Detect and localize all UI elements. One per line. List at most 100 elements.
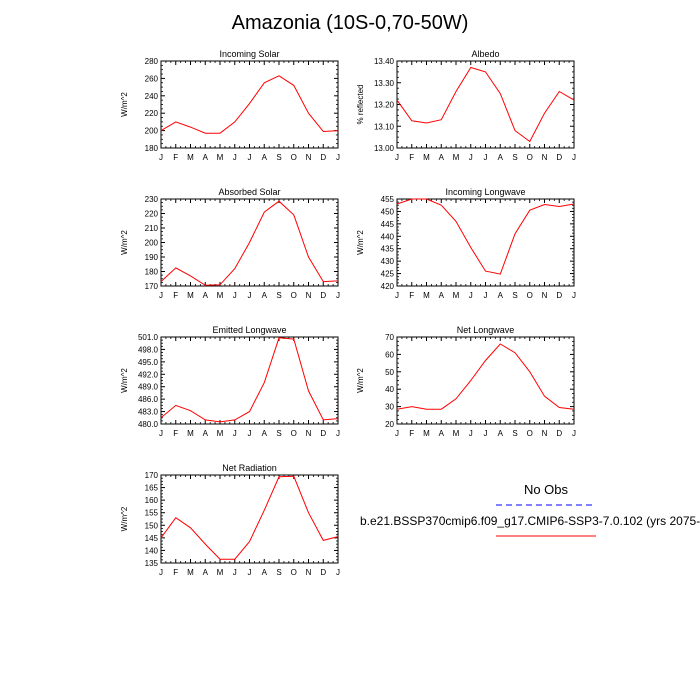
- y-tick-label: 483.0: [138, 408, 159, 417]
- y-tick-label: 489.0: [138, 383, 159, 392]
- x-tick-label: F: [409, 429, 414, 438]
- x-tick-label: O: [291, 568, 297, 577]
- x-tick-label: J: [484, 291, 488, 300]
- x-tick-label: A: [203, 429, 209, 438]
- series-line: [160, 200, 339, 286]
- x-tick-label: N: [306, 568, 312, 577]
- y-tick-label: 230: [145, 195, 159, 204]
- y-axis-label: W/m^2: [120, 92, 129, 117]
- x-tick-label: S: [276, 429, 281, 438]
- x-tick-label: A: [262, 153, 268, 162]
- x-tick-label: F: [409, 153, 414, 162]
- x-tick-label: N: [306, 291, 312, 300]
- x-tick-label: J: [336, 568, 340, 577]
- y-tick-label: 13.00: [374, 144, 395, 153]
- plot-frame: [160, 60, 339, 149]
- x-tick-label: S: [512, 153, 517, 162]
- x-tick-label: O: [291, 153, 297, 162]
- x-tick-label: D: [320, 429, 326, 438]
- y-tick-label: 430: [381, 257, 395, 266]
- x-tick-label: A: [498, 291, 504, 300]
- y-tick-label: 200: [145, 127, 159, 136]
- x-tick-label: S: [276, 568, 281, 577]
- x-tick-label: M: [453, 429, 460, 438]
- y-tick-label: 260: [145, 74, 159, 83]
- plot-frame: [396, 198, 575, 287]
- x-tick-label: J: [159, 291, 163, 300]
- y-tick-label: 495.0: [138, 358, 159, 367]
- y-tick-label: 220: [145, 210, 159, 219]
- y-tick-label: 450: [381, 207, 395, 216]
- y-tick-label: 280: [145, 57, 159, 66]
- x-tick-label: M: [453, 153, 460, 162]
- x-tick-label: M: [423, 429, 430, 438]
- x-tick-label: J: [336, 153, 340, 162]
- y-tick-label: 170: [145, 282, 159, 291]
- panel-title: Incoming Solar: [219, 49, 279, 59]
- x-tick-label: J: [469, 429, 473, 438]
- series-line: [160, 475, 339, 560]
- y-tick-label: 440: [381, 232, 395, 241]
- plot-frame: [396, 60, 575, 149]
- x-tick-label: M: [187, 291, 194, 300]
- y-tick-label: 501.0: [138, 333, 159, 342]
- x-tick-label: J: [233, 568, 237, 577]
- x-tick-label: A: [203, 153, 209, 162]
- y-tick-label: 13.20: [374, 101, 395, 110]
- series-line: [396, 343, 575, 410]
- x-tick-label: S: [276, 153, 281, 162]
- x-tick-label: J: [248, 153, 252, 162]
- y-tick-label: 420: [381, 282, 395, 291]
- y-tick-label: 435: [381, 245, 395, 254]
- y-tick-label: 240: [145, 92, 159, 101]
- x-tick-label: O: [527, 291, 533, 300]
- y-tick-label: 155: [145, 509, 159, 518]
- y-tick-label: 180: [145, 268, 159, 277]
- y-tick-label: 50: [385, 368, 394, 377]
- y-tick-label: 140: [145, 546, 159, 555]
- x-tick-label: F: [173, 153, 178, 162]
- x-tick-label: F: [173, 568, 178, 577]
- x-tick-label: O: [527, 429, 533, 438]
- x-tick-label: J: [248, 291, 252, 300]
- x-tick-label: A: [262, 429, 268, 438]
- x-tick-label: J: [484, 153, 488, 162]
- y-axis-label: W/m^2: [356, 230, 365, 255]
- x-tick-label: O: [291, 429, 297, 438]
- x-tick-label: M: [217, 429, 224, 438]
- x-tick-label: D: [320, 291, 326, 300]
- y-tick-label: 445: [381, 220, 395, 229]
- series-line: [396, 66, 575, 143]
- y-tick-label: 165: [145, 484, 159, 493]
- x-tick-label: O: [291, 291, 297, 300]
- x-tick-label: A: [439, 153, 445, 162]
- series-line: [160, 75, 339, 134]
- x-tick-label: J: [484, 429, 488, 438]
- x-tick-label: D: [556, 429, 562, 438]
- x-tick-label: J: [233, 291, 237, 300]
- x-tick-label: A: [262, 568, 268, 577]
- y-axis-label: W/m^2: [356, 368, 365, 393]
- x-tick-label: A: [498, 153, 504, 162]
- x-tick-label: F: [173, 291, 178, 300]
- y-tick-label: 13.30: [374, 79, 395, 88]
- x-tick-label: M: [217, 153, 224, 162]
- x-tick-label: N: [542, 429, 548, 438]
- x-tick-label: M: [217, 568, 224, 577]
- y-tick-label: 180: [145, 144, 159, 153]
- figure-title: Amazonia (10S-0,70-50W): [231, 12, 469, 34]
- y-tick-label: 160: [145, 496, 159, 505]
- y-tick-label: 20: [385, 420, 394, 429]
- x-tick-label: D: [320, 568, 326, 577]
- x-tick-label: D: [556, 153, 562, 162]
- panel-title: Albedo: [471, 49, 499, 59]
- series-line: [396, 198, 575, 275]
- panel-title: Net Longwave: [457, 325, 515, 335]
- x-tick-label: F: [173, 429, 178, 438]
- y-tick-label: 455: [381, 195, 395, 204]
- plot-frame: [396, 336, 575, 425]
